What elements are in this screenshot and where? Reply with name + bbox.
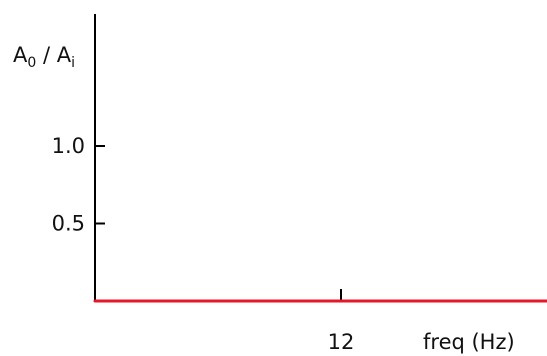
y-tick-label-1: 1.0 xyxy=(52,134,85,158)
y-axis-title-separator: / xyxy=(36,43,56,67)
y-axis-title-sub1: 0 xyxy=(27,55,36,71)
x-ticks: 12 xyxy=(328,289,355,354)
x-tick-label-0: 12 xyxy=(328,330,355,354)
x-axis-title: freq (Hz) xyxy=(423,330,515,354)
y-axis-title-base2: A xyxy=(57,43,72,67)
y-ticks: 0.5 1.0 xyxy=(52,134,105,236)
y-axis-title: A0 / Ai xyxy=(13,43,75,71)
y-axis-title-sub2: i xyxy=(71,55,75,71)
y-axis-title-base1: A xyxy=(13,43,28,67)
y-tick-label-0: 0.5 xyxy=(52,212,85,236)
